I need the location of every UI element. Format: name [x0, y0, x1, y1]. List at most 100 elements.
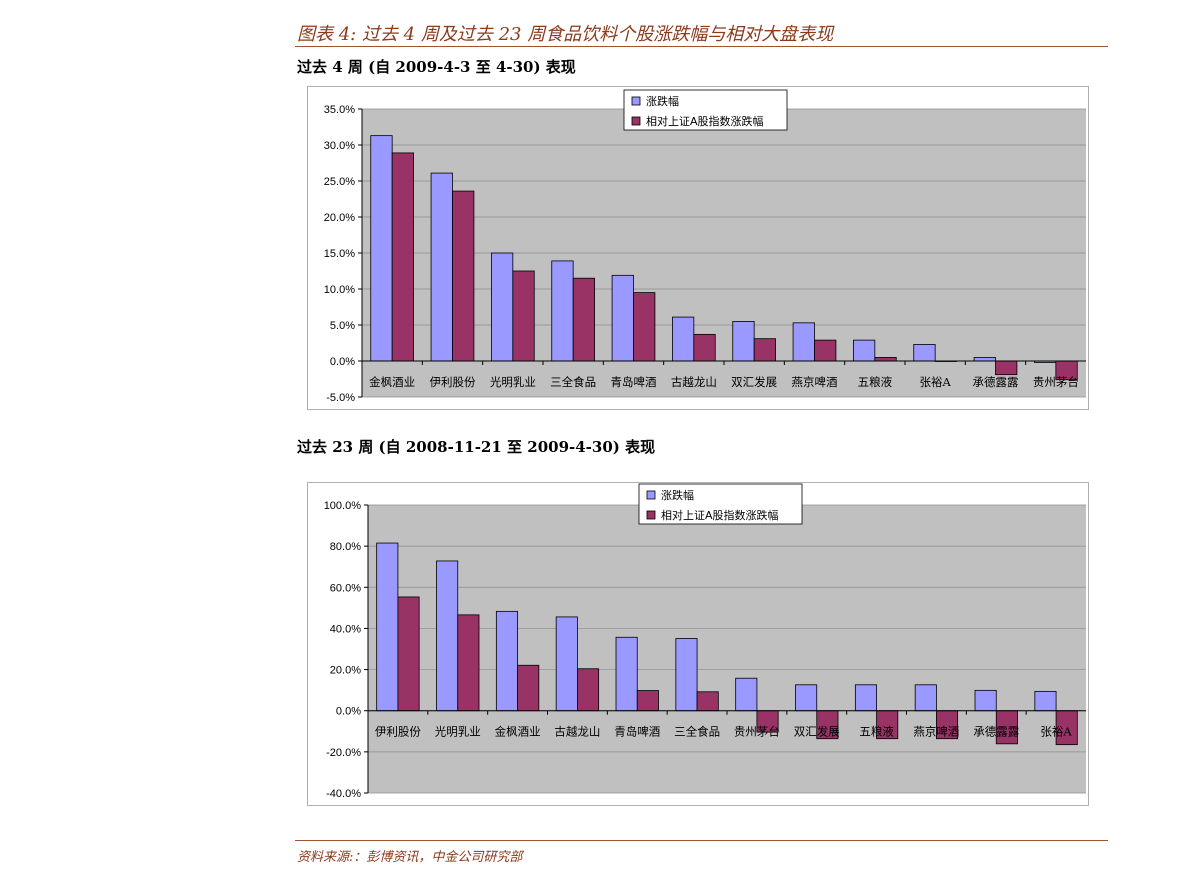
bar-change	[370, 135, 393, 362]
bar-change	[973, 356, 996, 362]
section-title-23w: 过去 23 周 (自 2008-11-21 至 2009-4-30) 表现	[297, 438, 656, 456]
source-note: 资料来源:：彭博资讯，中金公司研究部	[297, 850, 523, 865]
y-tick-label: 0.0%	[330, 356, 355, 368]
bar-relative	[391, 152, 414, 362]
title-rule	[295, 46, 1108, 47]
x-tick-label: 三全食品	[550, 375, 596, 389]
bar-change	[376, 542, 399, 712]
x-tick-label: 青岛啤酒	[611, 375, 657, 389]
x-tick-label: 燕京啤酒	[913, 725, 959, 739]
y-tick-label: 15.0%	[324, 248, 355, 260]
legend-box	[623, 89, 788, 131]
x-tick-label: 双汇发展	[731, 375, 777, 389]
legend-swatch	[646, 510, 656, 520]
x-tick-label: 古越龙山	[554, 725, 600, 739]
section-title-4w: 过去 4 周 (自 2009-4-3 至 4-30) 表现	[297, 58, 576, 76]
y-tick-label: -40.0%	[326, 788, 361, 800]
bar-change	[735, 677, 758, 712]
x-tick-label: 贵州茅台	[734, 725, 780, 739]
bar-change	[436, 560, 459, 712]
chart-4-weeks: -5.0% 0.0% 5.0% 10.0% 15.0% 20.0% 25.0% 30.0% 35…	[307, 86, 1089, 410]
bar-relative	[696, 691, 719, 712]
bar-relative	[814, 339, 837, 362]
bar-change	[551, 260, 574, 362]
y-tick-label: 35.0%	[324, 104, 355, 116]
x-tick-label: 承德露露	[973, 725, 1019, 739]
bar-change	[555, 616, 578, 712]
y-tick-label: -5.0%	[326, 392, 355, 404]
bar-change	[974, 689, 997, 712]
bar-relative	[636, 690, 659, 712]
y-tick-label: 5.0%	[330, 320, 355, 332]
footer-rule	[295, 840, 1108, 841]
bar-change	[732, 320, 755, 362]
bar-relative	[572, 277, 595, 362]
y-tick-label: 0.0%	[336, 706, 361, 718]
x-tick-label: 伊利股份	[430, 375, 476, 389]
bar-change	[675, 638, 698, 712]
x-tick-label: 青岛啤酒	[614, 725, 660, 739]
legend-label: 涨跌幅	[661, 488, 694, 502]
plot-area	[368, 505, 1086, 793]
bar-change	[913, 344, 936, 362]
x-tick-label: 金枫酒业	[495, 725, 541, 739]
bar-relative	[452, 190, 475, 362]
chart-23-weeks: -40.0% -20.0% 0.0% 20.0% 40.0% 60.0% 80.0% 100.…	[307, 482, 1089, 806]
legend-label: 相对上证A股指数涨跌幅	[661, 508, 779, 522]
bar-change	[795, 684, 818, 712]
bar-change	[495, 610, 518, 712]
bar-change	[430, 172, 453, 362]
legend-swatch	[631, 96, 641, 106]
y-tick-label: 40.0%	[330, 623, 361, 635]
x-tick-label: 金枫酒业	[369, 375, 415, 389]
bar-relative	[633, 292, 656, 362]
bar-change	[853, 339, 876, 362]
bar-change	[491, 252, 514, 362]
bar-change	[615, 636, 638, 712]
y-tick-label: 20.0%	[324, 212, 355, 224]
legend-box	[638, 483, 803, 525]
bar-relative	[874, 356, 897, 362]
bar-relative	[397, 596, 420, 712]
x-tick-label: 古越龙山	[671, 375, 717, 389]
bar-change	[854, 684, 877, 712]
x-tick-label: 伊利股份	[375, 725, 421, 739]
y-tick-label: 10.0%	[324, 284, 355, 296]
legend-label: 涨跌幅	[646, 94, 679, 108]
chart-4-weeks-svg: -5.0% 0.0% 5.0% 10.0% 15.0% 20.0% 25.0% 30.0% 35…	[324, 89, 1086, 404]
y-tick-label: 30.0%	[324, 140, 355, 152]
bar-relative	[517, 664, 540, 712]
legend-swatch	[646, 490, 656, 500]
bar-relative	[995, 360, 1018, 376]
x-tick-label: 三全食品	[674, 725, 720, 739]
x-tick-label: 张裕A	[1040, 725, 1072, 739]
bar-relative	[693, 333, 716, 362]
bar-change	[792, 322, 815, 362]
x-tick-label: 承德露露	[973, 375, 1019, 389]
bar-relative	[457, 614, 480, 712]
x-tick-label: 五粮液	[859, 725, 894, 739]
chart-23-weeks-svg: -40.0% -20.0% 0.0% 20.0% 40.0% 60.0% 80.0% 100.…	[324, 483, 1086, 800]
x-tick-label: 光明乳业	[435, 725, 481, 739]
x-tick-label: 双汇发展	[794, 725, 840, 739]
y-tick-label: 60.0%	[330, 582, 361, 594]
bar-change	[1034, 690, 1057, 712]
y-tick-label: -20.0%	[326, 747, 361, 759]
y-tick-label: 20.0%	[330, 665, 361, 677]
figure-title: 图表 4: 过去 4 周及过去 23 周食品饮料个股涨跌幅与相对大盘表现	[297, 24, 834, 45]
bar-change	[611, 274, 634, 362]
bar-change	[672, 316, 695, 362]
x-tick-label: 光明乳业	[490, 375, 536, 389]
legend-swatch	[631, 116, 641, 126]
x-tick-label: 五粮液	[858, 375, 893, 389]
y-tick-label: 100.0%	[324, 500, 362, 512]
bar-relative	[753, 338, 776, 362]
x-tick-label: 贵州茅台	[1033, 375, 1079, 389]
y-tick-label: 80.0%	[330, 541, 361, 553]
bar-relative	[577, 668, 600, 712]
x-tick-label: 燕京啤酒	[792, 375, 838, 389]
bar-change	[914, 684, 937, 712]
x-tick-label: 张裕A	[920, 375, 952, 389]
